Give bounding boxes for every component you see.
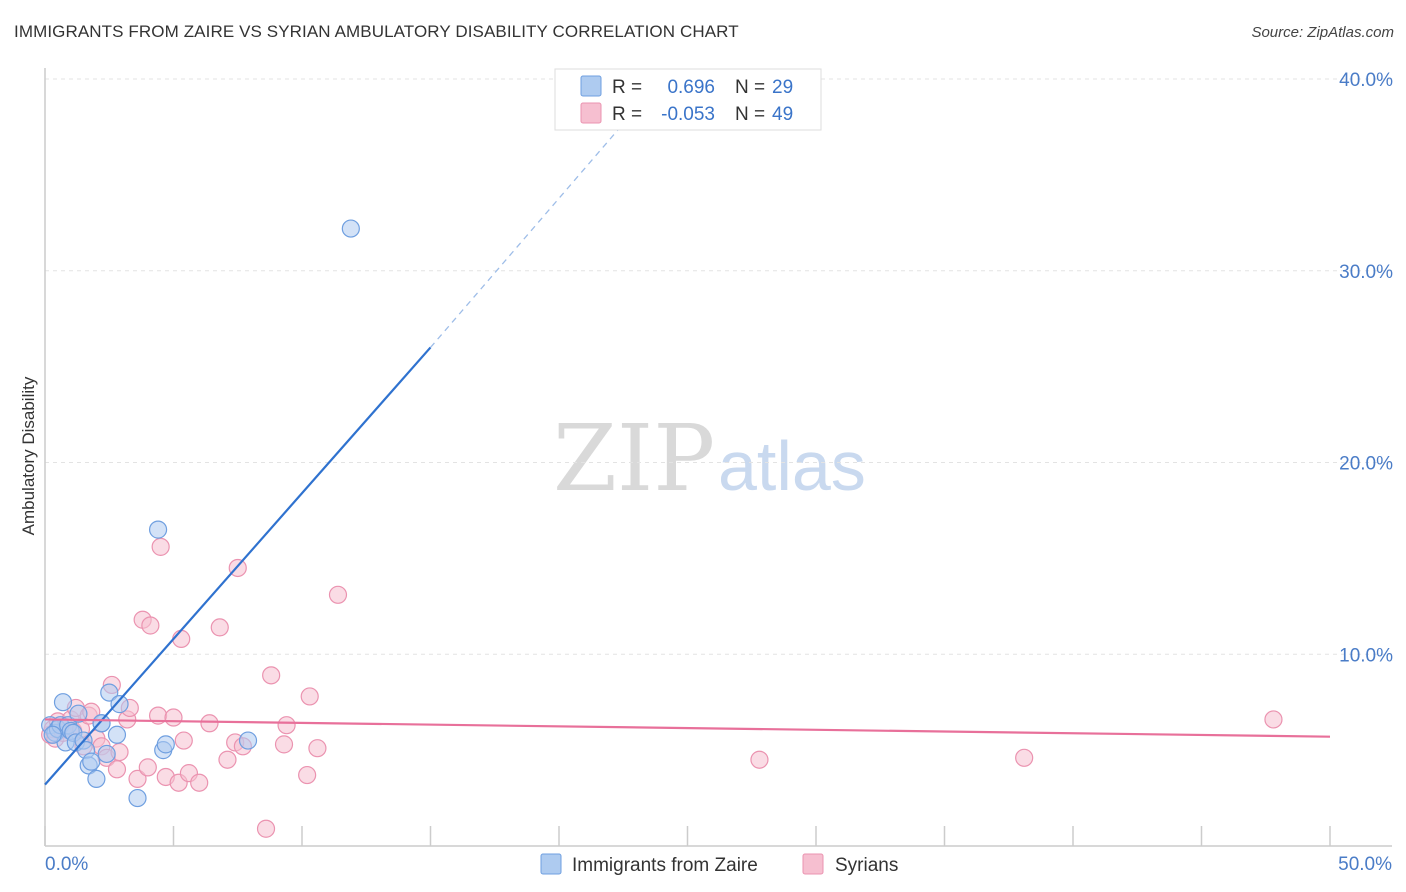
trend-line-zaire-extension: [430, 78, 663, 348]
point-zaire: [238, 731, 258, 750]
point-syrians: [1264, 710, 1283, 729]
point-syrians: [164, 708, 183, 727]
point-syrians: [172, 629, 191, 649]
legend-swatch-syrians: [580, 102, 602, 124]
point-syrians: [328, 585, 348, 604]
point-syrians: [218, 750, 237, 769]
watermark-atlas: atlas: [718, 427, 866, 505]
x-tick-layer: [44, 826, 1331, 846]
point-syrians: [1015, 748, 1034, 767]
point-zaire: [156, 735, 175, 754]
legend-n-label-syrians: N =: [735, 104, 765, 125]
trend-line-syrians: [44, 718, 1331, 738]
point-syrians: [300, 687, 319, 706]
point-syrians: [141, 616, 160, 635]
point-syrians: [256, 819, 276, 838]
x-tick-label-min: 0.0%: [45, 854, 88, 875]
chart-title: IMMIGRANTS FROM ZAIRE VS SYRIAN AMBULATO…: [14, 22, 739, 41]
bottom-legend-label-zaire: Immigrants from Zaire: [572, 855, 758, 876]
y-tick-label: 10.0%: [1339, 645, 1393, 666]
point-zaire: [43, 725, 62, 744]
point-zaire: [53, 693, 73, 712]
point-syrians: [138, 758, 157, 777]
legend-r-value-zaire: 0.696: [667, 77, 715, 98]
point-zaire: [87, 769, 106, 788]
point-syrians: [128, 769, 147, 788]
trend-layer: [44, 78, 1331, 786]
legend-n-value-syrians: 49: [772, 104, 793, 125]
source-label: Source: ZipAtlas.com: [1251, 24, 1394, 41]
bottom-legend-label-syrians: Syrians: [835, 855, 898, 876]
point-zaire: [92, 714, 111, 733]
legend-n-label-zaire: N =: [735, 77, 765, 98]
bottom-legend-swatch-zaire: [540, 853, 562, 875]
point-zaire: [97, 744, 116, 764]
y-tick-label: 30.0%: [1339, 262, 1393, 283]
x-tick-label-max: 50.0%: [1338, 854, 1392, 875]
legend-r-label-zaire: R =: [612, 77, 642, 98]
point-zaire: [110, 695, 129, 714]
point-syrians: [210, 618, 229, 637]
grid-layer: [45, 78, 1392, 655]
point-syrians: [190, 773, 209, 792]
point-syrians: [200, 714, 219, 733]
point-syrians: [174, 731, 193, 750]
legend-n-value-zaire: 29: [772, 77, 793, 98]
watermark: ZIP atlas: [553, 405, 866, 512]
point-syrians: [750, 750, 769, 769]
point-syrians: [107, 760, 127, 779]
trend-line-zaire: [44, 346, 432, 786]
point-syrians: [308, 739, 327, 758]
point-zaire: [82, 752, 101, 771]
point-zaire: [107, 725, 127, 744]
bottom-legend-swatch-syrians: [802, 853, 824, 875]
point-syrians: [274, 735, 294, 754]
point-syrians: [262, 666, 281, 685]
point-zaire: [341, 219, 360, 238]
point-zaire: [128, 788, 147, 808]
point-zaire: [100, 683, 119, 702]
point-syrians: [298, 765, 317, 785]
legend-swatch-zaire: [580, 75, 602, 97]
point-syrians: [277, 716, 296, 735]
point-syrians: [151, 537, 170, 556]
point-zaire: [69, 704, 88, 723]
y-axis-title: Ambulatory Disability: [19, 376, 38, 535]
watermark-zip: ZIP: [553, 405, 715, 512]
legend-r-label-syrians: R =: [612, 104, 642, 125]
point-zaire: [148, 520, 168, 539]
points-layer: [41, 219, 1283, 838]
y-tick-labels: 10.0% 20.0% 30.0% 40.0%: [1339, 70, 1393, 666]
y-tick-label: 20.0%: [1339, 454, 1393, 475]
legend-r-value-syrians: -0.053: [661, 104, 715, 125]
bottom-legend: Immigrants from Zaire Syrians: [540, 853, 898, 876]
legend: R = 0.696 N = 29 R = -0.053 N = 49: [554, 68, 822, 131]
y-tick-label: 40.0%: [1339, 70, 1393, 91]
